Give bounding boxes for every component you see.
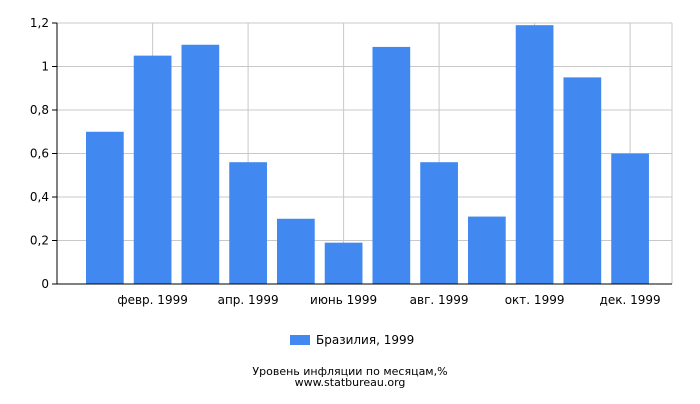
bar — [133, 55, 172, 284]
y-tick-label: 1 — [41, 60, 49, 74]
bar — [563, 77, 602, 284]
legend-swatch — [290, 335, 310, 345]
axes — [52, 22, 672, 285]
y-tick-label: 0,4 — [30, 190, 49, 204]
legend: Бразилия, 1999 — [290, 333, 414, 347]
bars — [86, 25, 649, 285]
x-tick-label: февр. 1999 — [117, 293, 188, 307]
bar — [372, 46, 411, 284]
tick-labels: 0 0,2 0,4 0,6 0,8 1 1,2 февр. 1999 апр. 1999 июнь… — [30, 16, 661, 307]
chart-caption: Уровень инфляции по месяцам,% — [252, 365, 447, 378]
x-tick-label: авг. 1999 — [410, 293, 469, 307]
bar — [86, 131, 124, 284]
x-tick-label: дек. 1999 — [600, 293, 661, 307]
source-url: www.statbureau.org — [295, 376, 406, 389]
y-tick-label: 0,2 — [30, 234, 49, 248]
bar — [181, 44, 220, 284]
legend-label: Бразилия, 1999 — [316, 333, 414, 347]
bar — [229, 162, 267, 284]
bar — [324, 242, 363, 284]
x-tick-label: июнь 1999 — [310, 293, 377, 307]
bar — [276, 218, 315, 284]
bar — [515, 25, 554, 285]
y-tick-label: 0 — [41, 277, 49, 291]
bar — [467, 216, 506, 284]
y-tick-label: 1,2 — [30, 16, 49, 30]
bar — [420, 162, 458, 284]
bar — [611, 153, 649, 284]
y-tick-label: 0,8 — [30, 103, 49, 117]
x-tick-label: апр. 1999 — [218, 293, 279, 307]
x-tick-label: окт. 1999 — [505, 293, 565, 307]
y-tick-label: 0,6 — [30, 147, 49, 161]
